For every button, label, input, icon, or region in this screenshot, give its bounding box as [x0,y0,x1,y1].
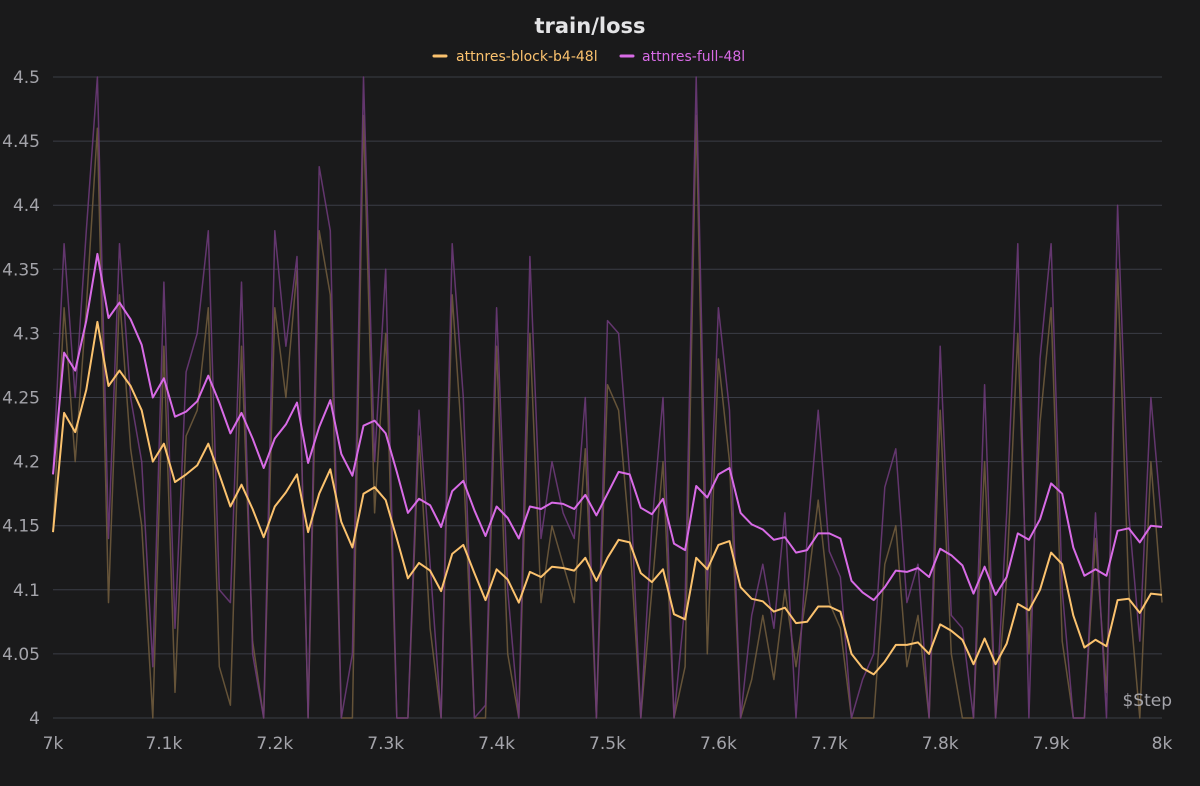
x-tick-label: 7.7k [811,734,848,754]
x-tick-label: 7.4k [478,734,515,754]
x-axis-label: $Step [1122,691,1172,711]
x-tick-label: 7.8k [922,734,959,754]
y-tick-label: 4.15 [2,517,40,537]
series-line-full [52,252,1163,602]
y-axis-ticks: 4 4.05 4.1 4.15 4.2 4.25 4.3 4.35 4.4 4.45 4.5 [2,68,40,729]
x-tick-label: 7k [43,734,64,754]
legend-label-full: attnres-full-48l [642,49,745,65]
y-tick-label: 4.35 [2,260,40,280]
y-tick-label: 4.2 [13,453,40,473]
x-tick-label: 7.9k [1033,734,1070,754]
raw-series [52,76,1163,719]
x-tick-label: 7.1k [145,734,182,754]
y-tick-label: 4 [29,709,40,729]
series-line-block [52,320,1163,676]
y-tick-label: 4.25 [2,389,40,409]
x-tick-label: 7.5k [589,734,626,754]
y-tick-label: 4.45 [2,132,40,152]
legend-label-block: attnres-block-b4-48l [456,49,598,65]
raw-line-block [52,114,1163,719]
y-tick-label: 4.05 [2,645,40,665]
x-tick-label: 7.2k [256,734,293,754]
y-tick-label: 4.5 [13,68,40,88]
x-tick-label: 8k [1152,734,1173,754]
raw-line-full [52,76,1163,719]
chart-title: train/loss [534,14,645,38]
x-axis-ticks: 7k 7.1k 7.2k 7.3k 7.4k 7.5k 7.6k 7.7k 7.8k 7.9k 8k [43,734,1173,754]
x-tick-label: 7.6k [700,734,737,754]
y-tick-label: 4.4 [13,196,40,216]
legend-item-block[interactable]: attnres-block-b4-48l [432,49,598,65]
y-tick-label: 4.1 [13,581,40,601]
y-tick-label: 4.3 [13,324,40,344]
legend: attnres-block-b4-48l attnres-full-48l [432,49,745,65]
legend-item-full[interactable]: attnres-full-48l [619,49,745,65]
x-tick-label: 7.3k [367,734,404,754]
smoothed-series [52,252,1163,676]
